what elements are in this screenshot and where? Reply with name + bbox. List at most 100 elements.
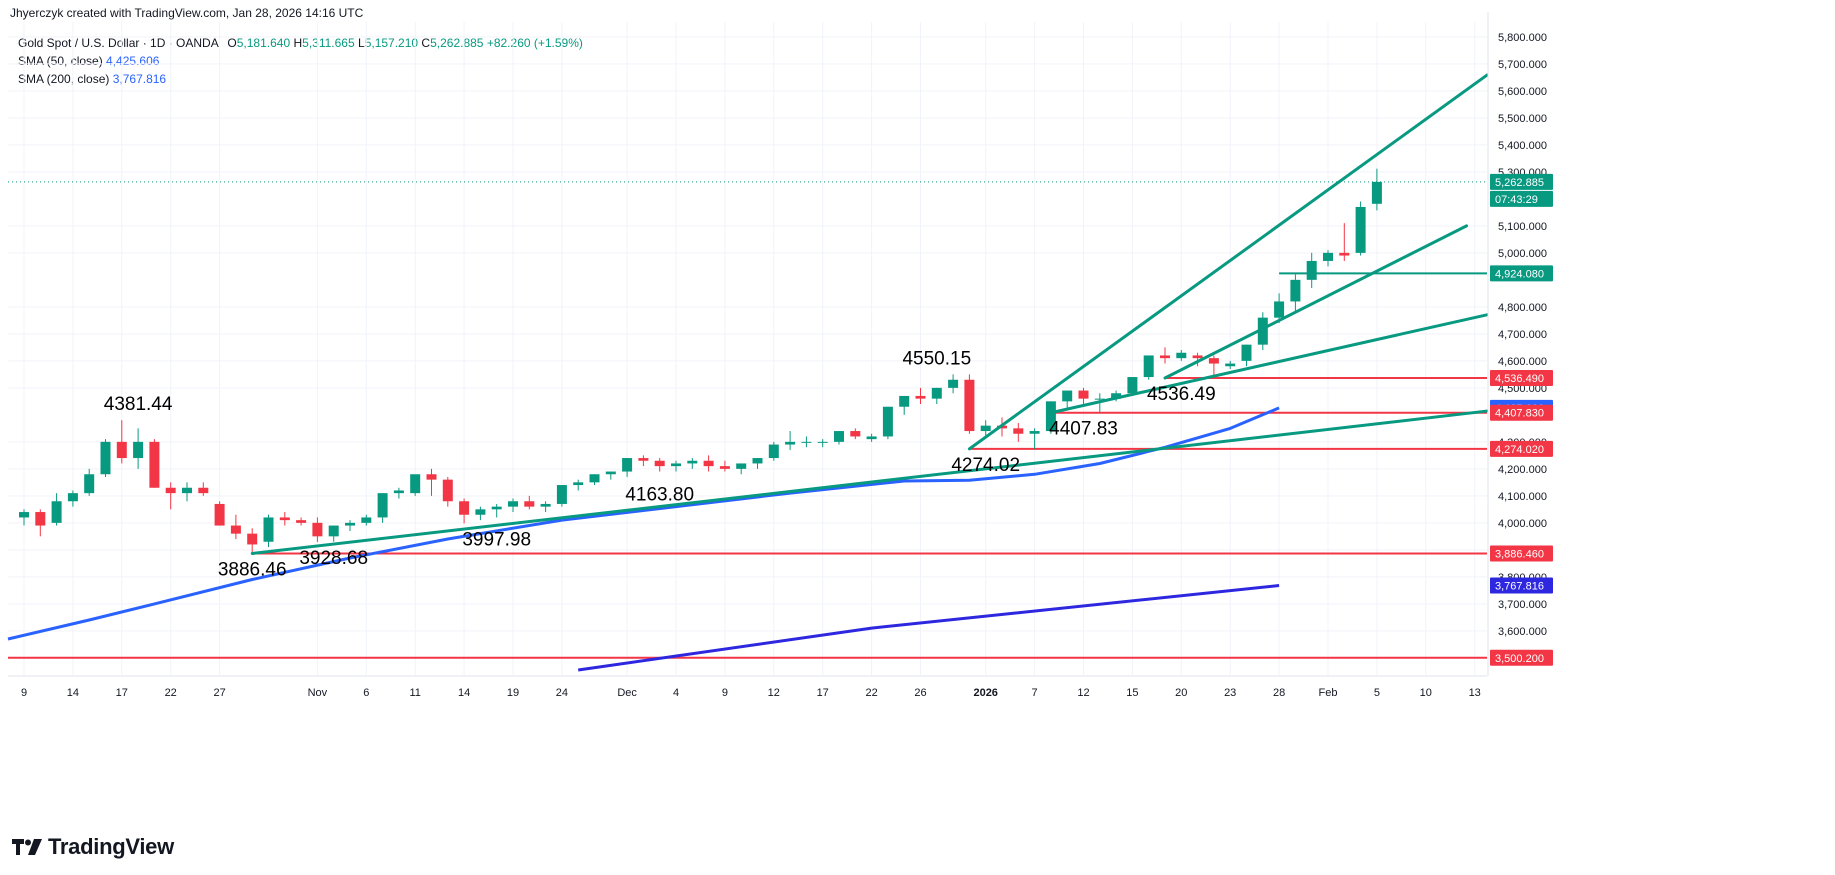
- x-tick-label: 26: [914, 687, 926, 699]
- y-tick-label: 3,700.000: [1498, 599, 1547, 611]
- candle-body: [100, 441, 111, 475]
- trendline[interactable]: [1049, 313, 1489, 415]
- symbol-title[interactable]: Gold Spot / U.S. Dollar · 1D · OANDA: [18, 36, 219, 50]
- candle-body: [899, 395, 910, 407]
- candle-body: [719, 466, 730, 469]
- candle-body: [328, 525, 339, 537]
- candle-body: [736, 463, 747, 469]
- price-tag-bg: [1490, 404, 1553, 421]
- y-tick-label: 5,800.000: [1498, 32, 1547, 44]
- candle-body: [133, 441, 144, 459]
- sma50-label[interactable]: SMA (50, close): [18, 54, 103, 68]
- candle-body: [1062, 390, 1073, 402]
- trendline[interactable]: [967, 73, 1489, 451]
- high-label: H: [293, 36, 303, 50]
- x-tick-label: 2026: [973, 687, 997, 699]
- price-tag-bg: [1490, 577, 1553, 594]
- candle-body: [19, 512, 29, 518]
- candle-body: [263, 517, 274, 542]
- trendline[interactable]: [250, 409, 1489, 556]
- x-tick-label: 6: [363, 687, 369, 699]
- x-tick-label: 22: [165, 687, 177, 699]
- candle-body: [198, 487, 209, 494]
- candle-body: [752, 458, 763, 464]
- price-tag-bg: [1490, 265, 1553, 282]
- sma50-value: 4,425.606: [106, 54, 160, 68]
- x-tick-label: 15: [1126, 687, 1138, 699]
- trendlines[interactable]: [250, 73, 1489, 556]
- candle-body: [1013, 428, 1024, 434]
- candle-body: [687, 460, 698, 464]
- axes[interactable]: 5,800.000 5,700.000 5,600.000 5,500.000 5,40…: [8, 12, 1547, 699]
- close-value: 5,262.885: [430, 36, 484, 50]
- x-tick-label: Feb: [1319, 687, 1338, 699]
- trendline[interactable]: [1163, 224, 1469, 380]
- price-tag-bg: [1490, 190, 1553, 207]
- candle-body: [638, 458, 649, 461]
- y-tick-label: 3,600.000: [1498, 626, 1547, 638]
- candle-body: [1355, 206, 1366, 253]
- candle-body: [1208, 358, 1219, 364]
- candle-body: [165, 487, 176, 494]
- candle-body: [1290, 279, 1301, 302]
- candle-body: [850, 431, 861, 437]
- sma50-line: [7, 406, 1280, 641]
- candle-body: [882, 406, 893, 437]
- price-annotation: 4274.02: [951, 455, 1020, 476]
- price-tag-label: 4,536.490: [1495, 373, 1544, 385]
- y-tick-label: 4,600.000: [1498, 356, 1547, 368]
- symbol-legend-row[interactable]: Gold Spot / U.S. Dollar · 1D · OANDA O5,…: [18, 34, 583, 52]
- x-tick-label: Dec: [617, 687, 637, 699]
- price-tag-label: 3,886.460: [1495, 549, 1544, 561]
- x-tick-label: 5: [1374, 687, 1380, 699]
- sma200-line: [577, 584, 1280, 672]
- price-annotation: 4536.49: [1147, 384, 1216, 405]
- price-tag-label: 3,500.200: [1495, 653, 1544, 665]
- candle-body: [51, 501, 62, 523]
- candle-body: [393, 490, 404, 494]
- candle-body: [948, 379, 959, 388]
- candle-body: [1045, 401, 1056, 432]
- candle-body: [1094, 398, 1105, 400]
- candle-body: [1143, 355, 1154, 378]
- candle-body: [1176, 352, 1187, 359]
- sma200-label[interactable]: SMA (200, close): [18, 72, 110, 86]
- chart-grid: [8, 22, 1487, 675]
- price-tag-bg: [1490, 440, 1553, 457]
- price-annotation: 3886.46: [218, 560, 287, 581]
- sma200-value: 3,767.816: [112, 72, 167, 86]
- price-tag-label: 5,262.885: [1495, 177, 1544, 189]
- candle-body: [279, 517, 290, 521]
- tradingview-logo[interactable]: TradingView: [12, 834, 174, 860]
- sma50-legend-row[interactable]: SMA (50, close) 4,425.606: [18, 52, 583, 70]
- tradingview-logo-icon: [12, 839, 42, 855]
- candle-body: [915, 395, 926, 399]
- sma200-legend-row[interactable]: SMA (200, close) 3,767.816: [18, 70, 583, 88]
- candle-body: [67, 493, 78, 502]
- candle-body: [116, 441, 127, 459]
- x-tick-label: 17: [116, 687, 128, 699]
- y-tick-label: 4,800.000: [1498, 302, 1547, 314]
- x-tick-label: 17: [817, 687, 829, 699]
- x-tick-label: 23: [1224, 687, 1236, 699]
- candle-body: [1225, 363, 1236, 367]
- price-annotation: 3997.98: [462, 529, 531, 550]
- candle-body: [931, 387, 942, 399]
- price-tag-bg: [1490, 545, 1553, 562]
- x-tick-label: 27: [213, 687, 225, 699]
- candle-body: [247, 533, 258, 545]
- y-tick-label: 5,500.000: [1498, 113, 1547, 125]
- candle-body: [1160, 355, 1170, 359]
- candle-body: [817, 441, 828, 443]
- price-tag-bg: [1490, 173, 1553, 190]
- candle-body: [834, 431, 844, 442]
- price-axis-tags: 5,262.88507:43:294,924.0804,536.4904,425…: [1490, 173, 1553, 666]
- low-label: L: [358, 36, 365, 50]
- x-tick-label: 7: [1032, 687, 1038, 699]
- candle-body: [524, 501, 535, 507]
- candle-body: [1078, 390, 1089, 399]
- price-annotations: 4381.44 3886.46 3928.68 3997.98 4163.80 4550.…: [104, 348, 1216, 580]
- candle-body: [361, 517, 372, 523]
- candle-body: [442, 479, 453, 502]
